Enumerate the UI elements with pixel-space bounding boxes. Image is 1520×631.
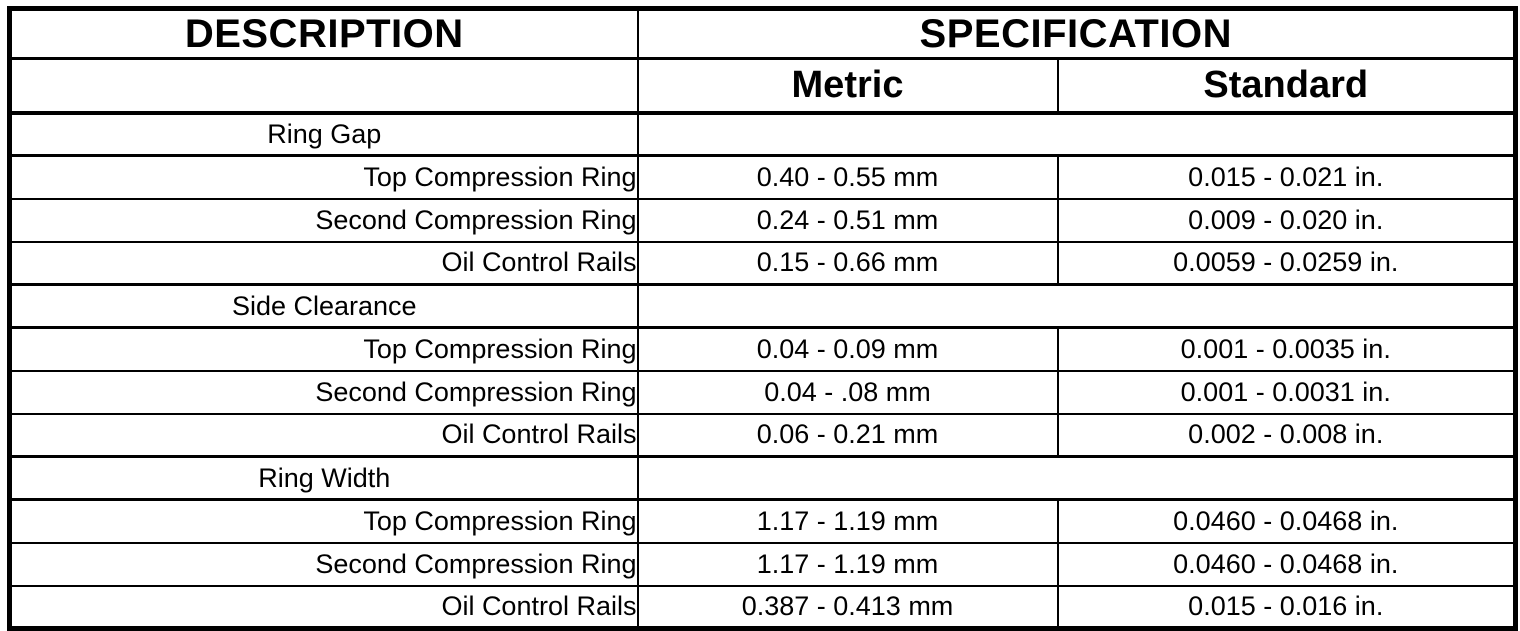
row-description: Oil Control Rails [8, 584, 639, 630]
section-spacer-cell [636, 111, 1517, 157]
table-row: Top Compression Ring 0.40 - 0.55 mm 0.01… [8, 154, 1517, 200]
metric-value: 0.15 - 0.66 mm [636, 240, 1059, 286]
standard-value: 0.0460 - 0.0468 in. [1056, 498, 1517, 544]
subheader-metric: Metric [636, 57, 1059, 115]
metric-value: 0.24 - 0.51 mm [636, 197, 1059, 243]
piston-ring-spec-table: DESCRIPTION SPECIFICATION Metric Standar… [7, 6, 1518, 631]
table-row: Second Compression Ring 0.24 - 0.51 mm 0… [8, 197, 1517, 243]
table-row: Second Compression Ring 1.17 - 1.19 mm 0… [8, 541, 1517, 587]
row-description: Top Compression Ring [8, 498, 639, 544]
standard-value: 0.0059 - 0.0259 in. [1056, 240, 1517, 286]
section-row-ring-width: Ring Width [8, 455, 1517, 501]
col-header-description: DESCRIPTION [8, 7, 639, 60]
row-description: Top Compression Ring [8, 154, 639, 200]
standard-value: 0.0460 - 0.0468 in. [1056, 541, 1517, 587]
col-header-specification: SPECIFICATION [636, 7, 1517, 60]
standard-value: 0.015 - 0.021 in. [1056, 154, 1517, 200]
table-row: Top Compression Ring 1.17 - 1.19 mm 0.04… [8, 498, 1517, 544]
metric-value: 0.06 - 0.21 mm [636, 412, 1059, 458]
row-description: Second Compression Ring [8, 197, 639, 243]
metric-value: 0.04 - 0.09 mm [636, 326, 1059, 372]
row-description: Second Compression Ring [8, 369, 639, 415]
table-row: Oil Control Rails 0.15 - 0.66 mm 0.0059 … [8, 240, 1517, 286]
standard-value: 0.009 - 0.020 in. [1056, 197, 1517, 243]
standard-value: 0.001 - 0.0031 in. [1056, 369, 1517, 415]
table-row: Top Compression Ring 0.04 - 0.09 mm 0.00… [8, 326, 1517, 372]
metric-value: 1.17 - 1.19 mm [636, 498, 1059, 544]
table-subheader-row: Metric Standard [8, 57, 1517, 115]
row-description: Oil Control Rails [8, 240, 639, 286]
table-row: Second Compression Ring 0.04 - .08 mm 0.… [8, 369, 1517, 415]
table-row: Oil Control Rails 0.387 - 0.413 mm 0.015… [8, 584, 1517, 630]
section-label: Ring Gap [8, 111, 639, 157]
row-description: Top Compression Ring [8, 326, 639, 372]
standard-value: 0.001 - 0.0035 in. [1056, 326, 1517, 372]
section-spacer-cell [636, 283, 1517, 329]
subheader-standard: Standard [1056, 57, 1517, 115]
metric-value: 0.04 - .08 mm [636, 369, 1059, 415]
table-header-row: DESCRIPTION SPECIFICATION [8, 7, 1517, 60]
section-label: Ring Width [8, 455, 639, 501]
metric-value: 0.40 - 0.55 mm [636, 154, 1059, 200]
metric-value: 1.17 - 1.19 mm [636, 541, 1059, 587]
subheader-empty-cell [8, 57, 639, 115]
section-spacer-cell [636, 455, 1517, 501]
standard-value: 0.015 - 0.016 in. [1056, 584, 1517, 630]
standard-value: 0.002 - 0.008 in. [1056, 412, 1517, 458]
row-description: Oil Control Rails [8, 412, 639, 458]
table-row: Oil Control Rails 0.06 - 0.21 mm 0.002 -… [8, 412, 1517, 458]
metric-value: 0.387 - 0.413 mm [636, 584, 1059, 630]
section-label: Side Clearance [8, 283, 639, 329]
section-row-ring-gap: Ring Gap [8, 111, 1517, 157]
row-description: Second Compression Ring [8, 541, 639, 587]
section-row-side-clearance: Side Clearance [8, 283, 1517, 329]
